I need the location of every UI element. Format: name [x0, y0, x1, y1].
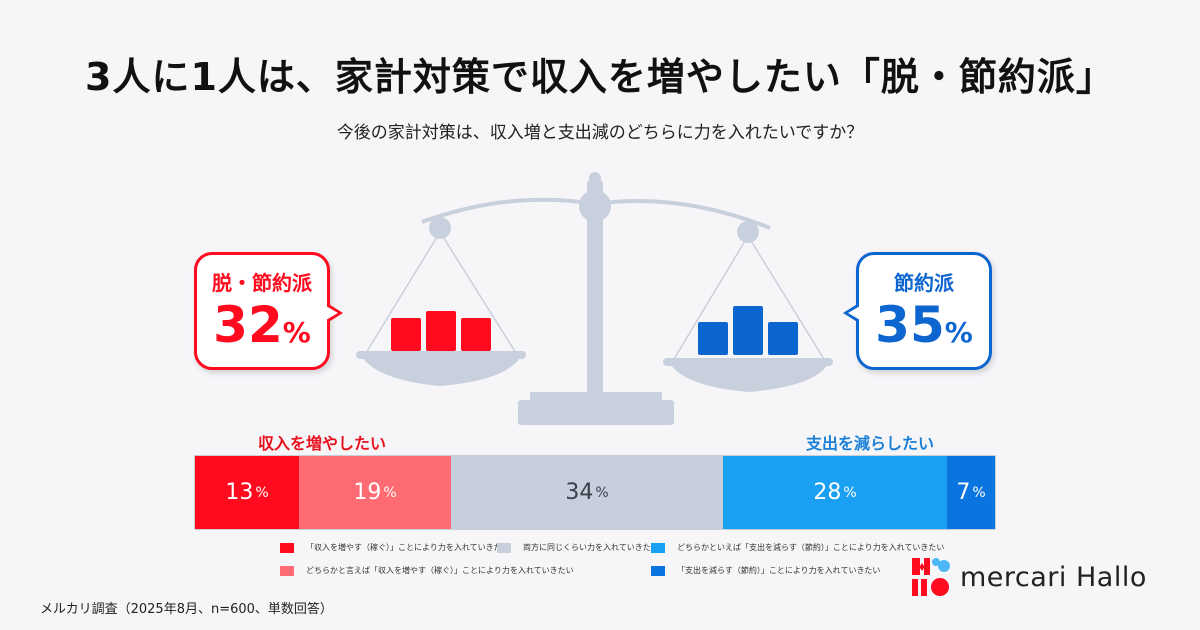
bar-segment: 19%: [299, 456, 451, 529]
legend-swatch: [280, 542, 294, 553]
bar-segment: 13%: [195, 456, 299, 529]
legend-item: どちらかといえば「支出を減らす（節約）」ことにより力を入れていきたい: [651, 541, 944, 554]
logo-text: mercari Hallo: [960, 561, 1147, 593]
bar-segment: 34%: [451, 456, 723, 529]
balance-scale-icon: [356, 172, 833, 425]
bar-segment: 7%: [947, 456, 995, 529]
chart-question: 今後の家計対策は、収入増と支出減のどちらに力を入れたいですか？: [336, 123, 864, 143]
legend: 「収入を増やす（稼ぐ）」ことにより力を入れていきたい どちらかと言えば「収入を増…: [280, 541, 574, 587]
source-note: メルカリ調査（2025年8月、n=600、単数回答）: [40, 602, 333, 617]
savings-oriented-callout: 節約派 35%: [843, 252, 992, 370]
legend-item: 「収入を増やす（稼ぐ）」ことにより力を入れていきたい: [280, 541, 574, 554]
stacked-bar: 13% 19% 34% 28% 7%: [194, 455, 996, 530]
red-weight-blocks: [391, 311, 491, 351]
legend: どちらかといえば「支出を減らす（節約）」ことにより力を入れていきたい 「支出を減…: [651, 541, 944, 587]
bar-segment: 28%: [723, 456, 947, 529]
legend-swatch: [280, 565, 294, 576]
mercari-hallo-logo: mercari Hallo: [912, 558, 1147, 596]
legend: 両方に同じくらい力を入れていきたい: [497, 541, 659, 564]
savings-averse-callout: 脱・節約派 32%: [194, 252, 343, 370]
legend-swatch: [651, 565, 665, 576]
group-label-reduce-spending: 支出を減らしたい: [806, 434, 935, 453]
callout-value: 35%: [875, 296, 973, 354]
mercari-hallo-mark-icon: [912, 558, 950, 596]
blue-weight-blocks: [698, 306, 798, 355]
callout-label: 脱・節約派: [212, 271, 312, 295]
legend-item: 「支出を減らす（節約）」ことにより力を入れていきたい: [651, 564, 944, 577]
callout-value: 32%: [213, 296, 311, 354]
legend-swatch: [651, 542, 665, 553]
legend-item: 両方に同じくらい力を入れていきたい: [497, 541, 659, 554]
group-label-increase-income: 収入を増やしたい: [258, 434, 387, 453]
legend-swatch: [497, 542, 511, 553]
legend-item: どちらかと言えば「収入を増やす（稼ぐ）」ことにより力を入れていきたい: [280, 564, 574, 577]
callout-label: 節約派: [894, 271, 954, 295]
page-title: 3人に1人は、家計対策で収入を増やしたい「脱・節約派」: [85, 55, 1115, 99]
